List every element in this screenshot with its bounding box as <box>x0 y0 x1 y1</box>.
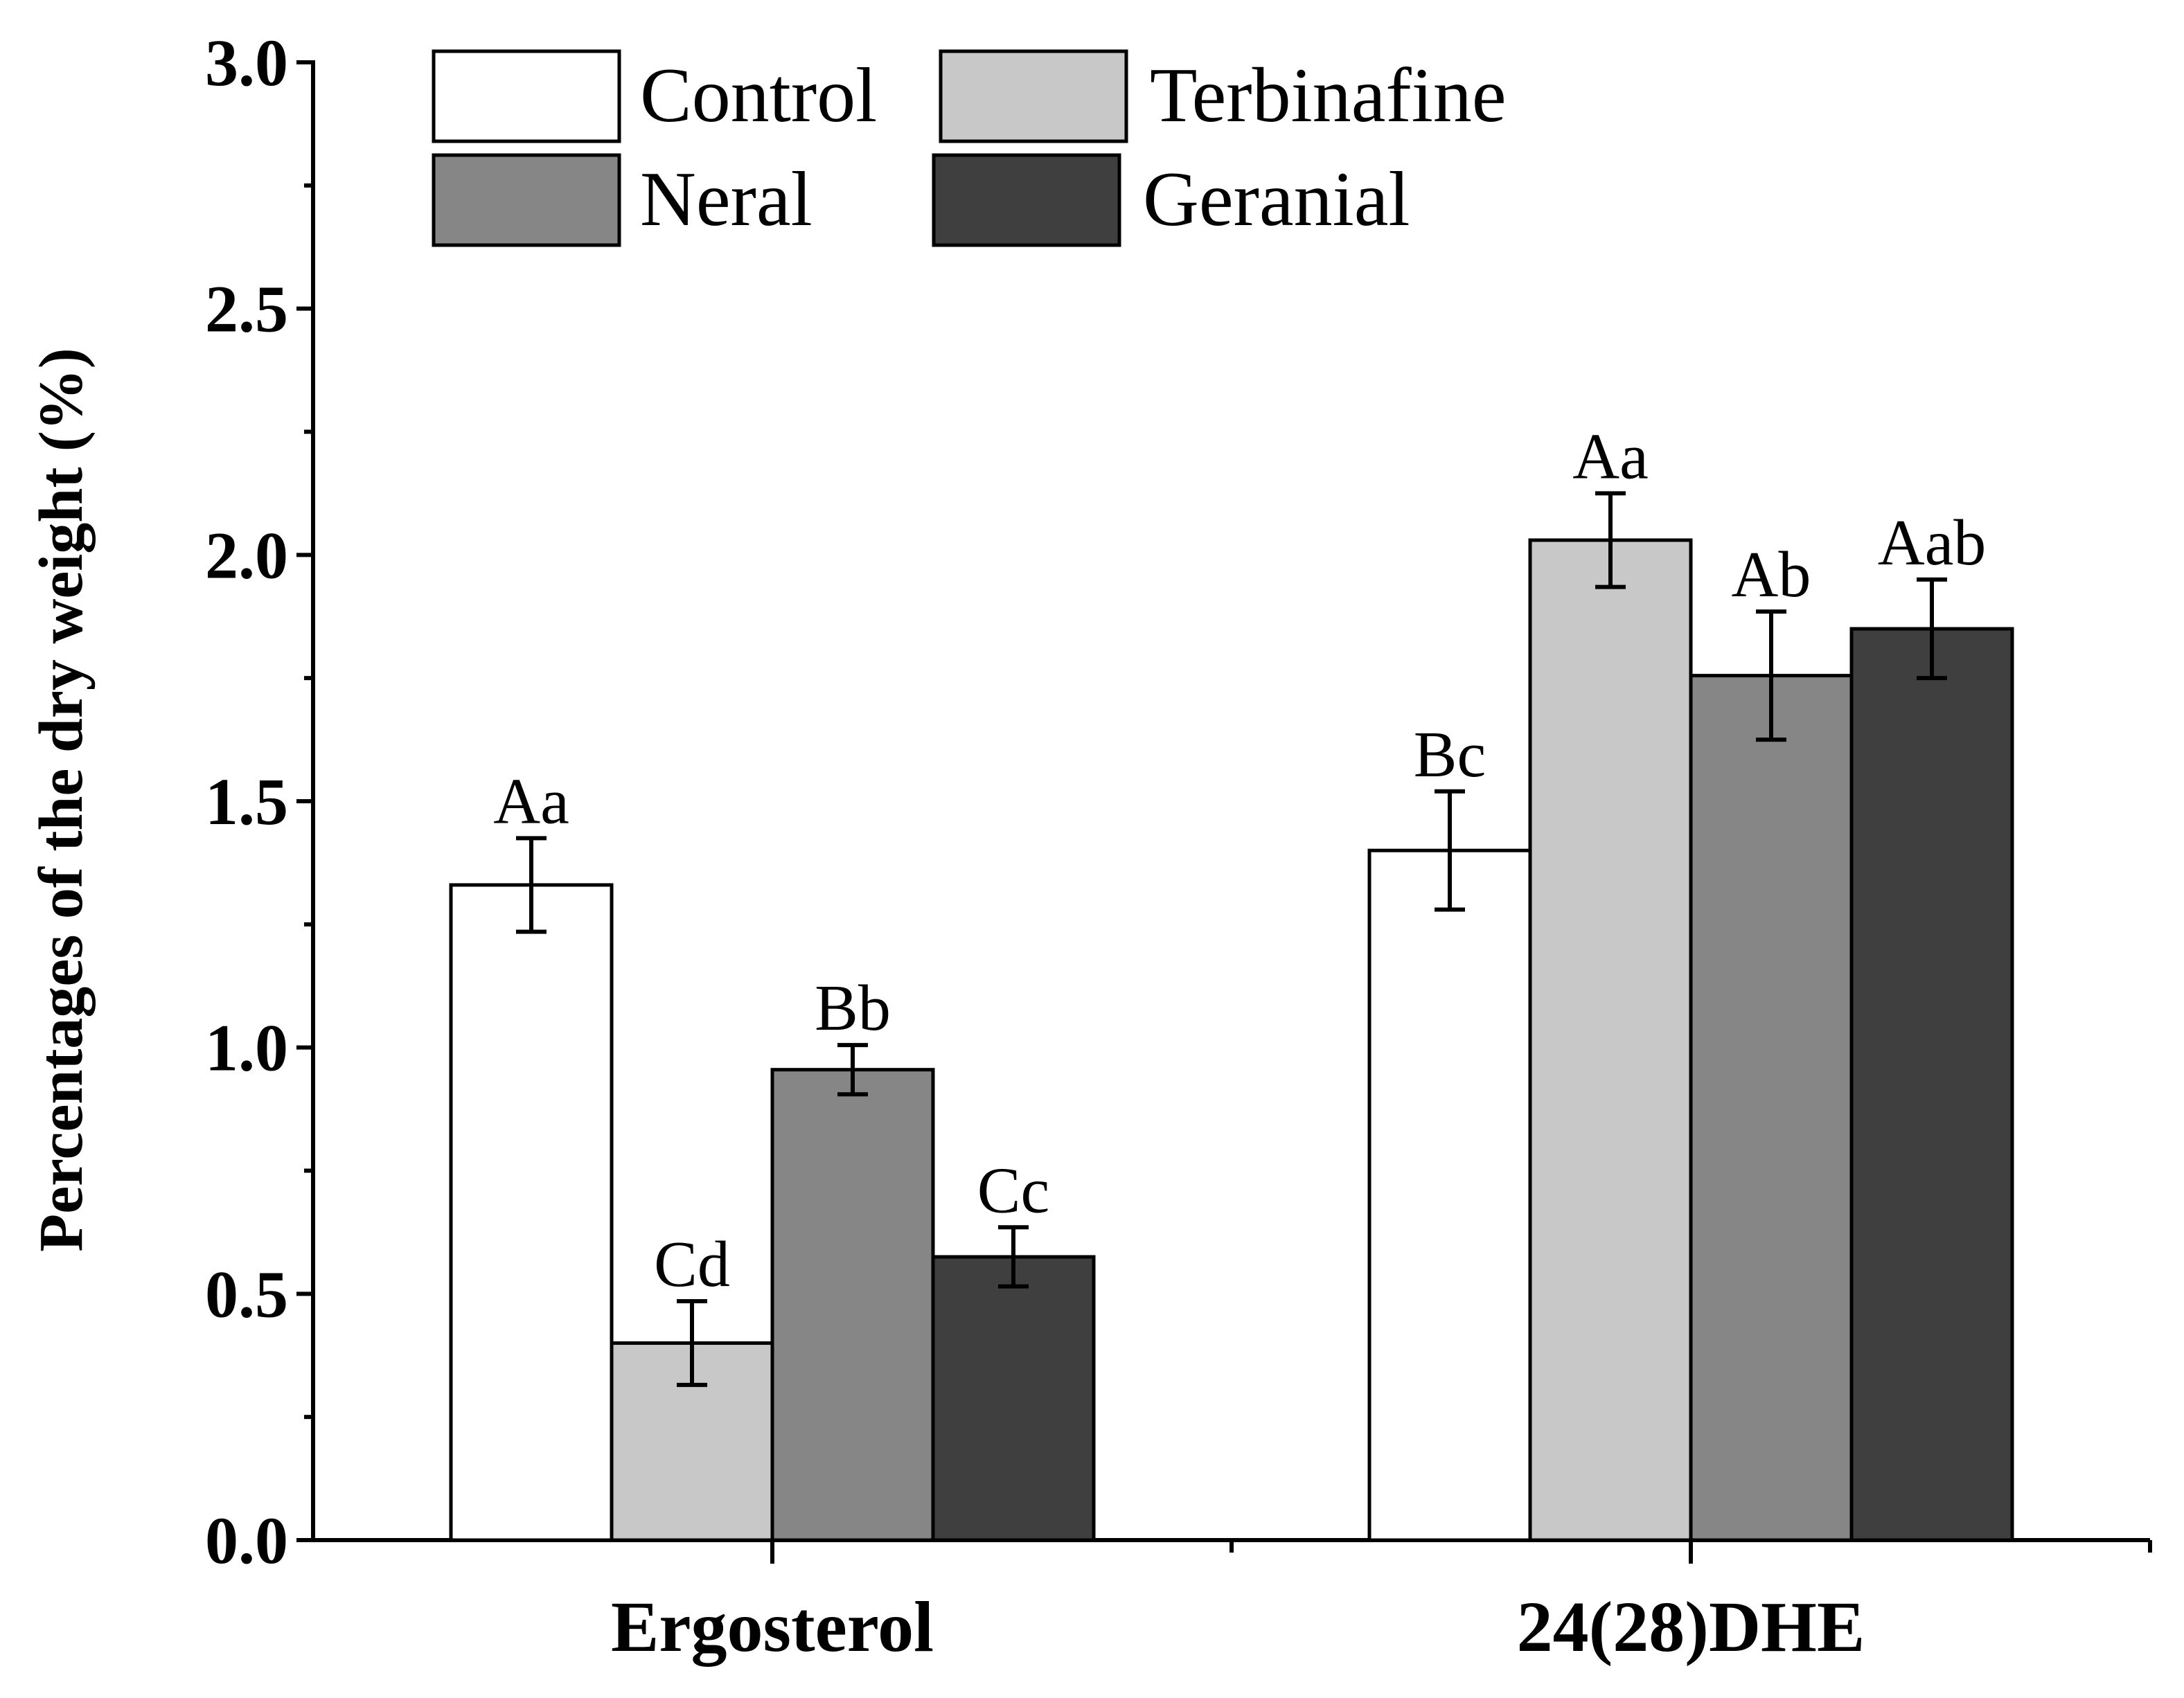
data-label-control-ergosterol: Aa <box>493 765 569 837</box>
error-bar-neral-ergosterol <box>837 1043 868 1097</box>
error-bar-geranial-ergosterol <box>998 1225 1029 1289</box>
legend-swatch-control <box>432 49 621 143</box>
error-bar-control-24-28-dhe <box>1435 789 1465 912</box>
y-tick-label: 0.0 <box>205 1503 288 1578</box>
legend-label-geranial: Geranial <box>1143 157 1410 242</box>
y-tick-label: 3.0 <box>205 26 288 100</box>
bar-geranial-24-28-dhe <box>1849 627 2014 1542</box>
legend-label-terbinafine: Terbinafine <box>1150 53 1507 138</box>
data-label-neral-24-28-dhe: Ab <box>1732 539 1811 611</box>
error-bar-neral-24-28-dhe <box>1756 609 1786 742</box>
bar-terbinafine-24-28-dhe <box>1528 538 1693 1542</box>
data-label-terbinafine-24-28-dhe: Aa <box>1572 420 1649 492</box>
plot-area: 0.0 0.5 1.0 1.5 2.0 2.5 3.0 Ergosterol 24(28)DHE… <box>205 26 2152 1667</box>
y-tick-label: 0.5 <box>205 1257 288 1331</box>
legend-swatch-terbinafine <box>939 49 1128 143</box>
data-label-geranial-ergosterol: Cc <box>977 1154 1049 1226</box>
legend-swatch-neral <box>432 153 621 247</box>
legend: Control Terbinafine Neral Geranial <box>432 49 1507 247</box>
data-label-terbinafine-ergosterol: Cd <box>654 1228 730 1301</box>
error-bar-terbinafine-24-28-dhe <box>1595 491 1626 589</box>
bar-geranial-ergosterol <box>931 1255 1096 1542</box>
legend-swatch-geranial <box>932 153 1121 247</box>
data-label-geranial-24-28-dhe: Aab <box>1878 507 1987 579</box>
legend-label-neral: Neral <box>640 157 813 242</box>
error-bar-terbinafine-ergosterol <box>677 1299 707 1387</box>
error-bar-control-ergosterol <box>516 836 547 934</box>
error-bar-geranial-24-28-dhe <box>1917 577 1947 681</box>
y-tick-label: 1.5 <box>205 765 288 839</box>
bar-control-ergosterol <box>449 883 614 1542</box>
y-axis-title: Percentages of the dry weight (%) <box>27 348 96 1251</box>
x-tick-label-24-28-dhe: 24(28)DHE <box>1517 1587 1865 1667</box>
y-tick-label: 2.0 <box>205 518 288 592</box>
data-label-neral-ergosterol: Bb <box>815 972 891 1044</box>
bar-neral-24-28-dhe <box>1689 674 1854 1542</box>
x-tick-label-ergosterol: Ergosterol <box>611 1587 934 1667</box>
data-label-control-24-28-dhe: Bc <box>1414 719 1486 791</box>
legend-label-control: Control <box>640 53 877 138</box>
bar-control-24-28-dhe <box>1367 848 1532 1542</box>
y-tick-label: 1.0 <box>205 1011 288 1085</box>
y-tick-label: 2.5 <box>205 272 288 346</box>
bar-neral-ergosterol <box>770 1068 935 1542</box>
